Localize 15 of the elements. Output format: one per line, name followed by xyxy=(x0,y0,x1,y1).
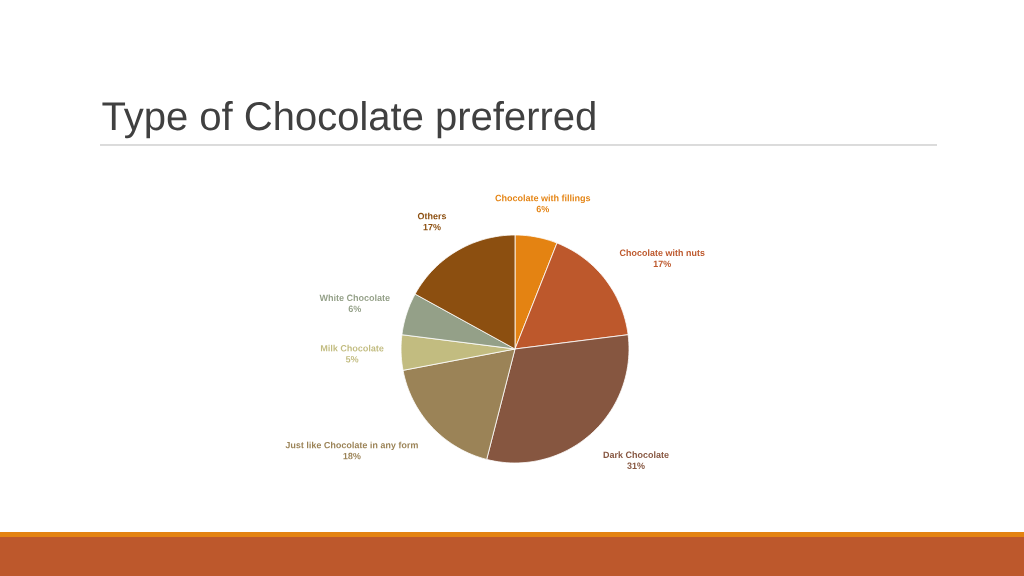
data-label: 18% xyxy=(343,452,361,460)
slice-label: Dark Chocolate xyxy=(603,451,669,458)
slice-label: White Chocolate xyxy=(319,294,390,302)
slice-label: Chocolate with nuts xyxy=(619,249,705,256)
slice-label: Milk Chocolate xyxy=(320,344,384,352)
data-label: 5% xyxy=(345,356,359,363)
chart-title: Type of Chocolate preferred xyxy=(102,101,595,139)
data-label: 17% xyxy=(423,223,441,231)
slice-label: Chocolate with fillings xyxy=(495,194,591,204)
data-label: 6% xyxy=(348,305,362,313)
data-label: 6% xyxy=(536,205,550,213)
slice-label: Others xyxy=(417,212,447,220)
data-label: 17% xyxy=(653,260,671,267)
data-label: 31% xyxy=(627,462,645,469)
slice-label: Just like Chocolate in any form xyxy=(285,441,418,451)
